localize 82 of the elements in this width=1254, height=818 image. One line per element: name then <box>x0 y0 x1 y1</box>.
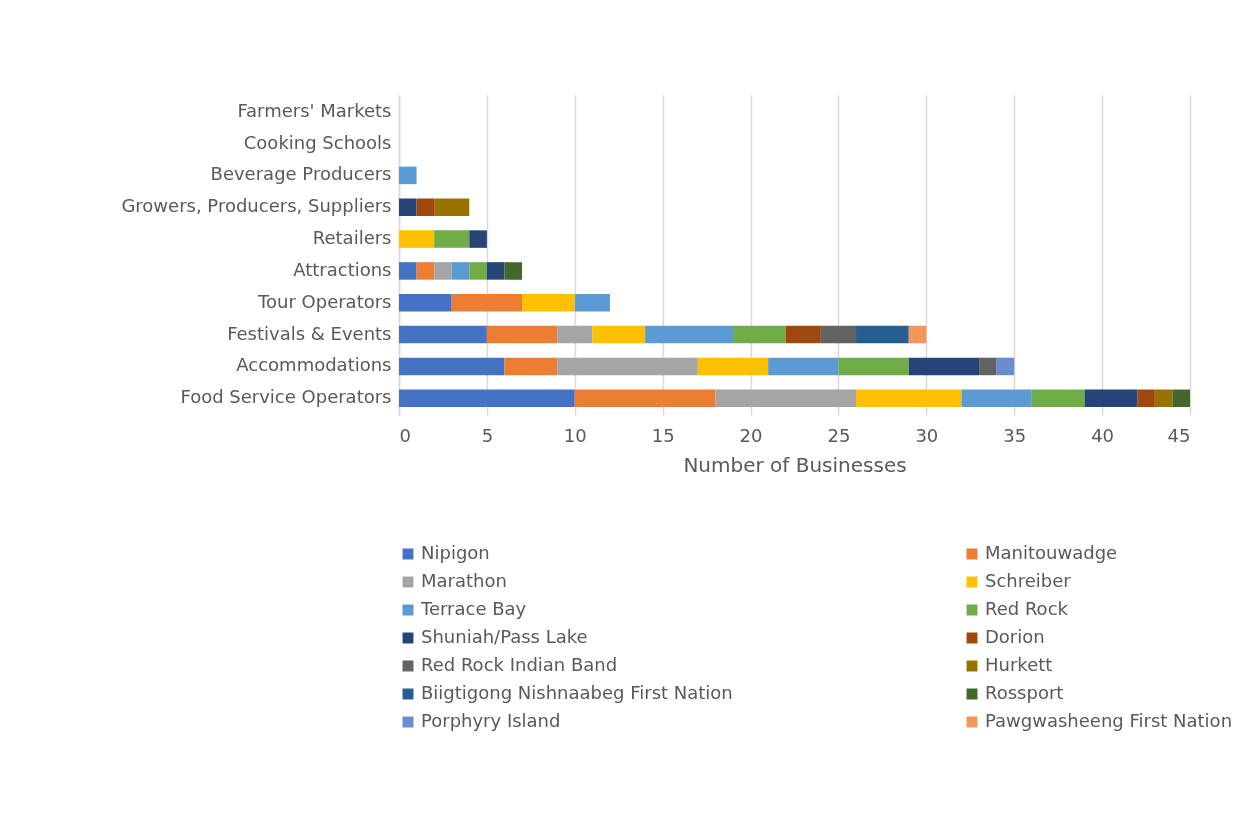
bar <box>838 357 909 376</box>
bar <box>399 262 417 280</box>
x-tick-label: 40 <box>1091 424 1115 446</box>
x-tick-label: 5 <box>481 424 494 446</box>
bar <box>979 357 997 376</box>
bar <box>451 294 523 312</box>
bar <box>399 166 417 185</box>
legend-label: Biigtigong Nishnaabeg First Nation <box>421 682 733 703</box>
bar <box>1154 389 1173 408</box>
bar <box>645 325 733 344</box>
bar <box>399 198 417 216</box>
legend-label: Marathon <box>421 570 507 591</box>
bar <box>1084 389 1138 408</box>
bar <box>416 198 435 216</box>
bar <box>908 325 927 344</box>
bar <box>434 230 470 248</box>
bar <box>434 262 452 280</box>
x-tick-label: 35 <box>1003 424 1027 446</box>
y-tick-label: Accommodations <box>236 354 392 376</box>
x-axis-title: Number of Businesses <box>683 452 907 477</box>
bar <box>1172 389 1190 408</box>
legend-label: Red Rock Indian Band <box>421 654 618 675</box>
x-tick-label: 0 <box>399 424 411 446</box>
bar <box>768 357 839 376</box>
y-tick-label: Retailers <box>312 227 392 249</box>
bar <box>574 389 716 408</box>
x-tick-label: 20 <box>739 424 763 446</box>
bar <box>996 357 1015 376</box>
y-tick-label: Farmers' Markets <box>237 99 392 121</box>
y-tick-label: Attractions <box>293 258 392 280</box>
bar <box>451 262 470 280</box>
x-tick-label: 45 <box>1167 424 1191 446</box>
bar <box>399 230 435 248</box>
y-tick-label: Cooking Schools <box>243 131 392 153</box>
x-tick-label: 15 <box>651 424 675 446</box>
bar <box>856 325 909 344</box>
bar <box>715 389 857 408</box>
bar <box>399 357 505 376</box>
legend-label: Terrace Bay <box>420 598 527 619</box>
legend-label: Hurkett <box>985 654 1053 675</box>
legend-label: Schreiber <box>985 570 1072 591</box>
bar <box>504 357 558 376</box>
legend-label: Nipigon <box>421 542 490 563</box>
bar <box>522 294 575 312</box>
legend-label: Rossport <box>985 682 1064 703</box>
bar <box>469 230 487 248</box>
bar <box>574 294 610 312</box>
bar <box>399 294 452 312</box>
legend-label: Manitouwadge <box>985 542 1118 563</box>
bar <box>469 262 487 280</box>
bar <box>856 389 962 408</box>
bar <box>557 357 698 376</box>
bar <box>1137 389 1155 408</box>
y-tick-label: Beverage Producers <box>210 163 392 185</box>
legend-label: Dorion <box>985 626 1045 647</box>
bar <box>504 262 523 280</box>
x-tick-label: 30 <box>915 424 939 446</box>
bar <box>908 357 980 376</box>
bar <box>486 262 505 280</box>
y-tick-label: Festivals & Events <box>227 322 392 344</box>
bar <box>399 325 487 344</box>
bar <box>434 198 470 216</box>
bar <box>399 389 575 408</box>
y-tick-label: Food Service Operators <box>180 386 392 408</box>
legend-label: Pawgwasheeng First Nation <box>985 710 1233 731</box>
bar <box>486 325 558 344</box>
bar <box>785 325 821 344</box>
y-tick-label: Tour Operators <box>257 290 392 312</box>
x-tick-label: 25 <box>827 424 851 446</box>
bar <box>416 262 435 280</box>
x-tick-label: 10 <box>563 424 587 446</box>
bar <box>592 325 646 344</box>
bar <box>557 325 593 344</box>
bar <box>1031 389 1085 408</box>
bar <box>732 325 786 344</box>
legend-label: Red Rock <box>985 598 1069 619</box>
y-tick-label: Growers, Producers, Suppliers <box>121 195 392 217</box>
legend-label: Shuniah/Pass Lake <box>421 626 588 647</box>
bar <box>697 357 769 376</box>
bar <box>820 325 857 344</box>
bar <box>961 389 1032 408</box>
legend-label: Porphyry Island <box>421 710 561 731</box>
